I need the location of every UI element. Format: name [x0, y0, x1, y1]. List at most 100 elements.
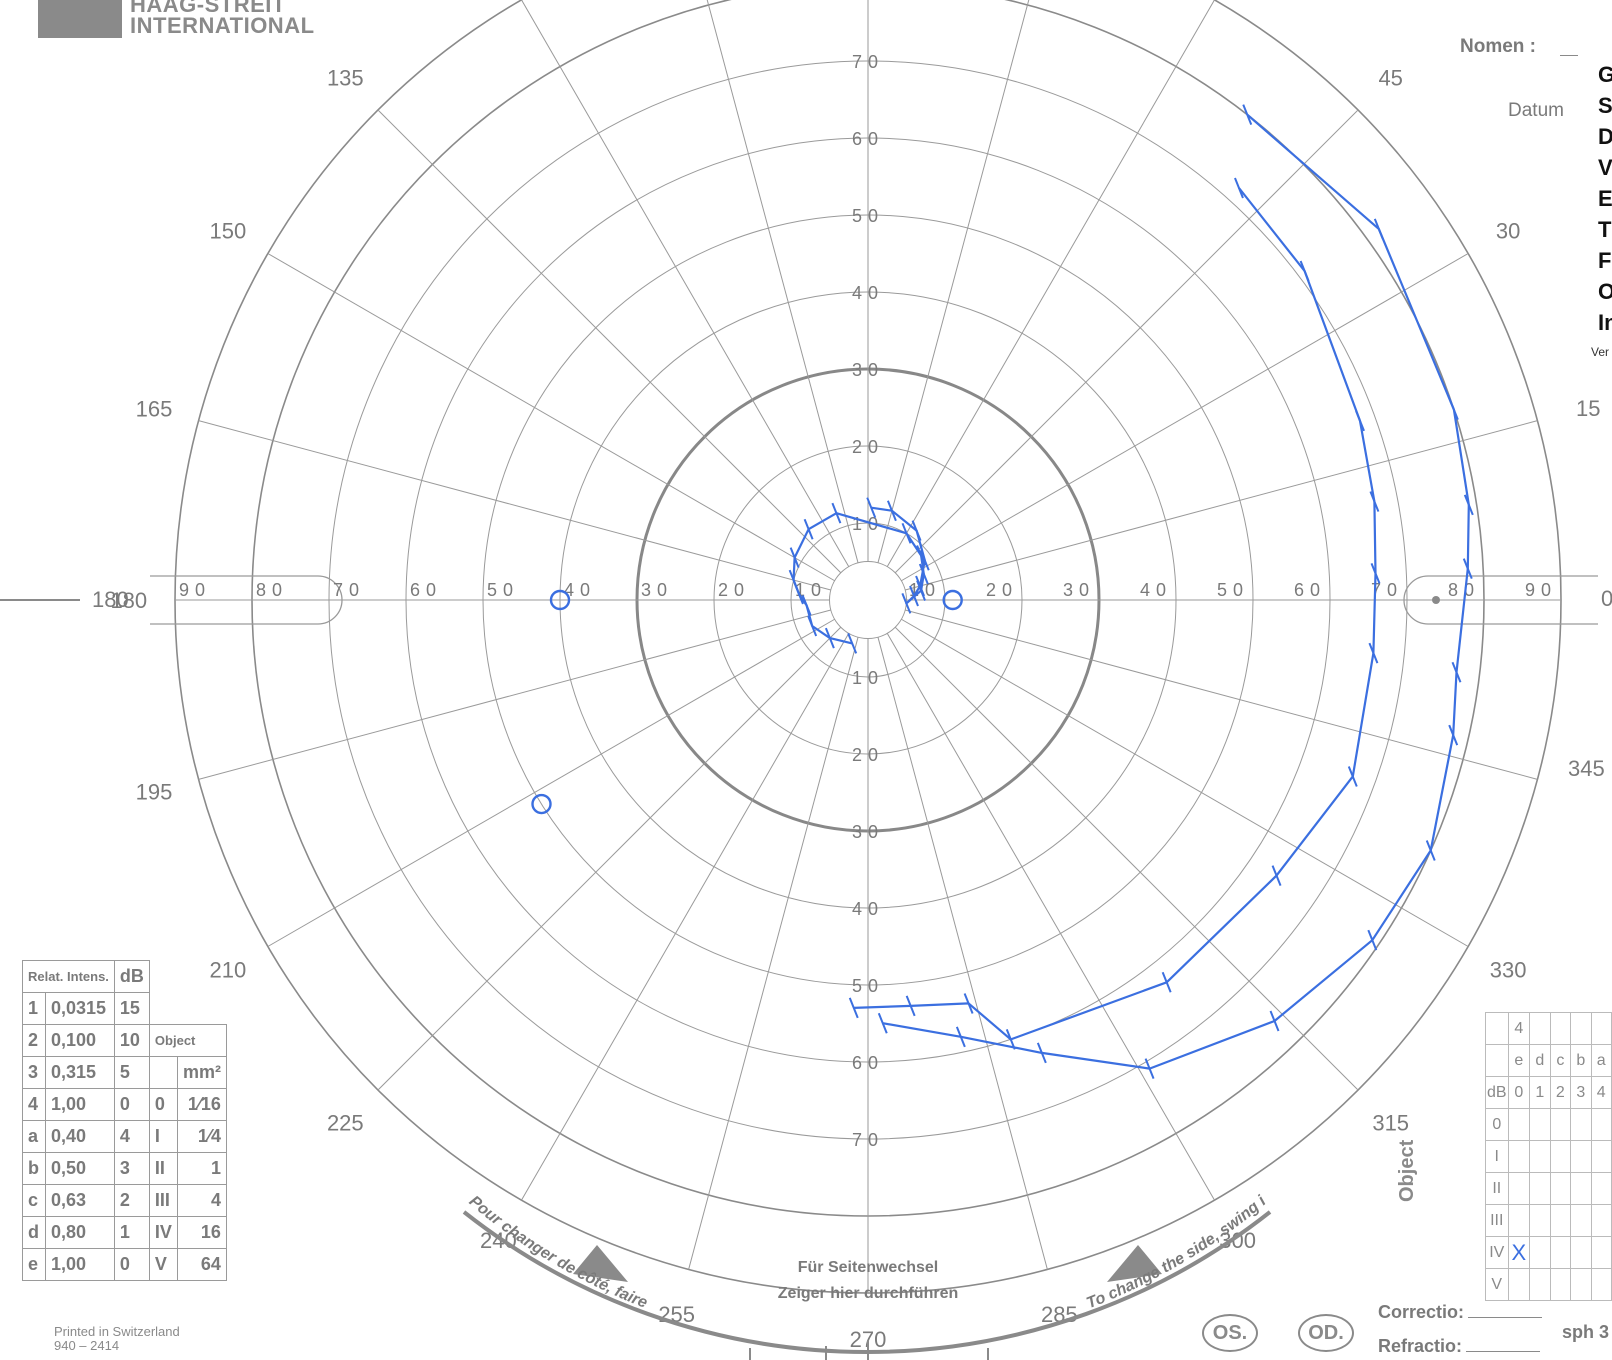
isopter-tick: [1299, 260, 1310, 282]
isopter-tick: [801, 594, 812, 616]
meridian-135: [377, 109, 842, 574]
eye-od-button[interactable]: OD.: [1298, 1314, 1354, 1352]
isopter-tick: [1161, 971, 1172, 993]
form-field-2: D: [1598, 124, 1612, 149]
grid-cell: [1570, 1108, 1592, 1141]
grid-cell: [1529, 1172, 1551, 1205]
isopter-tick: [916, 580, 927, 602]
isopter-tick: [1369, 491, 1380, 512]
meridian-label-45: 45: [1378, 65, 1402, 90]
grid-object-row: II: [1485, 1172, 1612, 1205]
correctio-label: Correctio:: [1378, 1302, 1465, 1322]
grid-cell: [1570, 1012, 1592, 1045]
object-cell: IV: [148, 1216, 178, 1249]
axis-label-left: 50: [487, 580, 519, 600]
grid-cell: [1549, 1012, 1572, 1045]
meridian-label-195: 195: [136, 779, 173, 804]
meridian-210: [267, 618, 835, 947]
nomen-line: [1560, 55, 1578, 56]
grid-cell: I: [1485, 1140, 1509, 1173]
grid-cell: III: [1485, 1204, 1509, 1237]
isopter-tick: [901, 592, 912, 614]
grid-cell: 4: [1507, 1012, 1531, 1045]
axis-label-up: 70: [852, 52, 884, 72]
isopter-tick: [803, 518, 814, 540]
axis-label-left: 20: [718, 580, 750, 600]
printed-line2: 940 – 2414: [54, 1338, 120, 1353]
meridian-150: [267, 253, 835, 582]
axis-label-down: 40: [852, 899, 884, 919]
axis-label-right: 70: [1371, 580, 1403, 600]
grid-cell: c: [1549, 1044, 1572, 1077]
isopter-tick: [886, 500, 897, 522]
polar-tick-labels: 3045607590105120135150165180195210225240…: [92, 52, 1557, 1352]
meridian-label-135: 135: [327, 65, 364, 90]
meridian-label-300: 300: [1219, 1228, 1256, 1253]
empty-cell: [149, 993, 226, 1025]
meridian-345: [905, 609, 1538, 780]
grid-cell: [1529, 1108, 1551, 1141]
meridian-255: [688, 637, 859, 1270]
grid-cell: 4: [1590, 1076, 1612, 1109]
grid-cell: d: [1529, 1044, 1551, 1077]
meridian-285: [877, 637, 1048, 1270]
axis-label-left: 60: [410, 580, 442, 600]
isopter-tick: [1347, 766, 1358, 787]
axis-label-left: 80: [256, 580, 288, 600]
left-tab: [150, 575, 343, 625]
sph-label: sph 3: [1562, 1322, 1610, 1342]
meridian-60: [886, 0, 1215, 567]
axis-label-up: 10: [852, 514, 884, 534]
label-345: 345: [1568, 756, 1605, 781]
intensity-cell: 1: [22, 992, 46, 1025]
intensity-cell: 3: [113, 1152, 150, 1185]
grid-cell: V: [1485, 1268, 1509, 1301]
axis-label-down: 60: [852, 1053, 884, 1073]
eye-os-button[interactable]: OS.: [1202, 1314, 1258, 1352]
isopter-tick: [1462, 558, 1473, 579]
brand-line2: INTERNATIONAL: [130, 13, 315, 38]
intensity-cell: 0,50: [44, 1152, 115, 1185]
label-15: 15: [1576, 396, 1601, 421]
form-field-4: Ey: [1598, 186, 1612, 211]
isopter-tick: [1368, 642, 1379, 664]
intensity-cell: 0,80: [44, 1216, 115, 1249]
intensity-cell: d: [22, 1216, 46, 1249]
axis-label-left: 90: [179, 580, 211, 600]
grid-cell: II: [1485, 1172, 1509, 1205]
fixation-dot: [1432, 596, 1440, 604]
isopter-tick: [916, 545, 927, 566]
grid-cell: [1570, 1204, 1592, 1237]
intensity-cell: 0,63: [44, 1184, 115, 1217]
object-header: Object: [148, 1024, 227, 1057]
grid-cell: [1507, 1204, 1531, 1237]
meridian-195: [198, 609, 831, 780]
blind-spot-mark: [549, 589, 571, 611]
object-side-label: Object: [1396, 1139, 1418, 1202]
size-cell: 1: [176, 1152, 227, 1185]
axis-label-up: 60: [852, 129, 884, 149]
isopter-tick: [911, 520, 922, 541]
axis-label-down: 20: [852, 745, 884, 765]
axis-label-left: 40: [564, 580, 596, 600]
grid-cell: [1570, 1236, 1592, 1269]
meridian-label-30: 30: [1496, 218, 1520, 243]
intensity-cell: e: [22, 1248, 46, 1281]
axis-label-down: 30: [852, 822, 884, 842]
intensity-table: Relat. Intens. dB 1 0,0315 15 2 0,100 10 Object 3…: [22, 960, 227, 1281]
intensity-header-row: Relat. Intens. dB: [22, 960, 227, 993]
axis-label-down: 70: [852, 1130, 884, 1150]
printed-line1: Printed in Switzerland: [54, 1324, 180, 1339]
meridian-label-330: 330: [1490, 958, 1527, 983]
axis-label-right: 90: [1525, 580, 1557, 600]
form-field-6: Fi: [1598, 248, 1612, 273]
isopter-tick: [1269, 1010, 1280, 1032]
isopter-tick: [1463, 494, 1474, 516]
isopter-tick: [918, 563, 929, 585]
form-field-3: V: [1598, 155, 1612, 180]
object-cell: V: [148, 1248, 178, 1281]
intensity-cell: 0: [113, 1088, 150, 1121]
isopter-tick: [905, 995, 916, 1017]
grid-top-row: 4: [1485, 1012, 1612, 1045]
